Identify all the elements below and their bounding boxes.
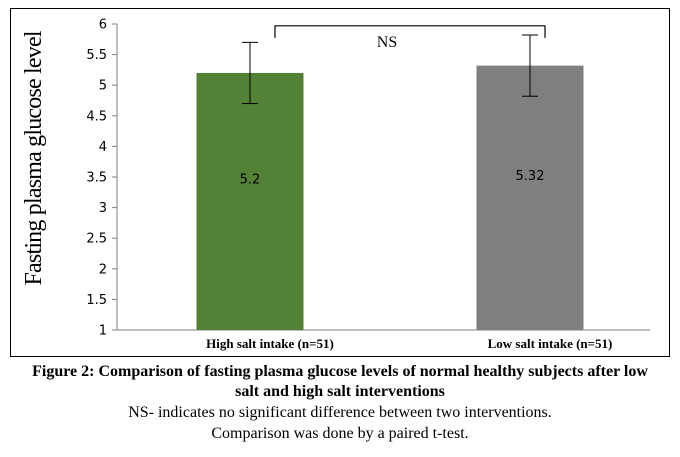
bracket-line [274, 25, 546, 38]
category-labels: High salt intake (n=51) Low salt intake (… [206, 336, 612, 351]
y-tick-label: 3 [99, 201, 107, 216]
y-tick-label: 3.5 [86, 171, 107, 186]
y-tick-label: 1.5 [86, 293, 107, 308]
ns-annotation: NS [377, 34, 397, 51]
chart-area: 1 1.5 2 2.5 3 3.5 4 4.5 5 5.5 6 5.2 5.32 NS High sa… [10, 8, 670, 357]
caption-note-test: Comparison was done by a paired t-test. [211, 425, 469, 442]
significance-bracket: NS [274, 25, 546, 51]
bar-chart: 1 1.5 2 2.5 3 3.5 4 4.5 5 5.5 6 5.2 5.32 NS High sa… [10, 8, 670, 357]
y-tick-label: 5 [99, 79, 107, 94]
category-label: Low salt intake (n=51) [488, 336, 613, 351]
y-tick-label: 4 [99, 140, 107, 155]
bar [476, 65, 584, 330]
y-ticks: 1 1.5 2 2.5 3 3.5 4 4.5 5 5.5 6 [86, 18, 117, 339]
y-tick-label: 2 [99, 262, 107, 277]
data-label: 5.32 [516, 169, 545, 184]
caption-title: Figure 2: Comparison of fasting plasma g… [32, 363, 648, 400]
y-tick-label: 4.5 [86, 109, 107, 124]
caption-note-significance: NS- indicates no significant difference … [128, 404, 552, 421]
y-tick-label: 6 [99, 18, 107, 33]
y-tick-label: 2.5 [86, 232, 107, 247]
y-axis-label: Fasting plasma glucose level [21, 30, 47, 285]
bars: 5.2 5.32 [196, 65, 584, 331]
category-label: High salt intake (n=51) [206, 336, 334, 351]
y-tick-label: 5.5 [86, 48, 107, 63]
bar [196, 72, 304, 331]
data-label: 5.2 [240, 172, 261, 187]
y-tick-label: 1 [99, 324, 107, 339]
error-bars [242, 34, 538, 105]
figure-caption: Figure 2: Comparison of fasting plasma g… [0, 362, 680, 444]
